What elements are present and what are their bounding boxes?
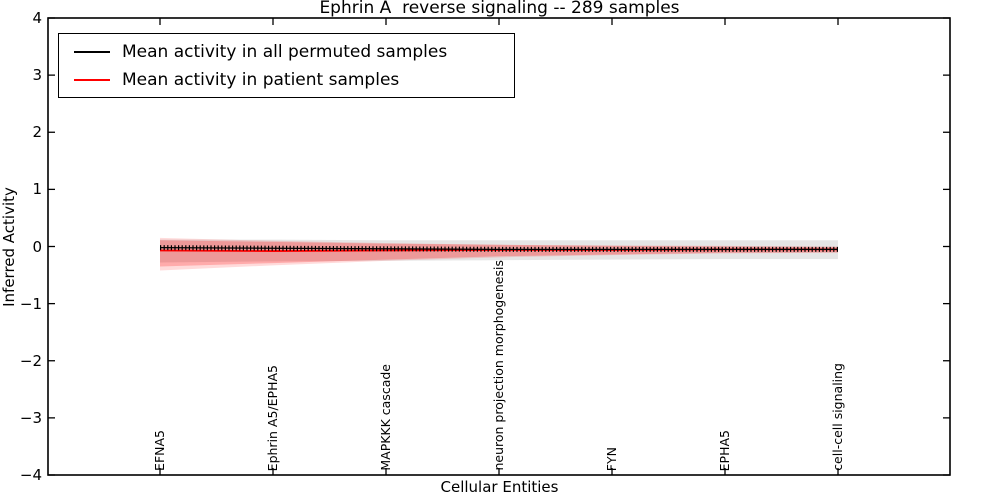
patient-line-swatch	[74, 79, 110, 81]
y-tick-label: −3	[19, 408, 42, 427]
chart-title: Ephrin A reverse signaling -- 289 sample…	[319, 0, 680, 18]
x-tick-label: MAPKKK cascade	[378, 364, 393, 471]
y-tick-label: 3	[32, 66, 42, 85]
permuted-line-swatch	[74, 51, 110, 53]
x-axis-label: Cellular Entities	[440, 478, 559, 496]
x-tick-label: EFNA5	[152, 430, 167, 471]
legend-label-permuted: Mean activity in all permuted samples	[122, 42, 448, 62]
y-tick-label: −1	[19, 294, 42, 313]
x-tick-label: FYN	[604, 446, 619, 471]
y-tick-label: 4	[32, 9, 42, 27]
x-tick-label: neuron projection morphogenesis	[491, 260, 506, 471]
y-tick-label: 0	[32, 237, 42, 256]
x-tick-label: cell-cell signaling	[830, 363, 845, 471]
permuted-mean-markers	[159, 245, 838, 252]
legend-entry-patient: Mean activity in patient samples	[59, 66, 514, 94]
x-tick-label: EPHA5	[717, 429, 732, 471]
legend: Mean activity in all permuted samples Me…	[58, 33, 515, 98]
legend-entry-permuted: Mean activity in all permuted samples	[59, 38, 514, 66]
y-tick-label: −2	[19, 351, 42, 370]
legend-label-patient: Mean activity in patient samples	[122, 70, 400, 90]
y-tick-label: −4	[19, 466, 42, 484]
y-tick-label: 2	[32, 123, 42, 142]
x-tick-label: Ephrin A5/EPHA5	[265, 364, 280, 471]
y-tick-label: 1	[32, 180, 42, 199]
